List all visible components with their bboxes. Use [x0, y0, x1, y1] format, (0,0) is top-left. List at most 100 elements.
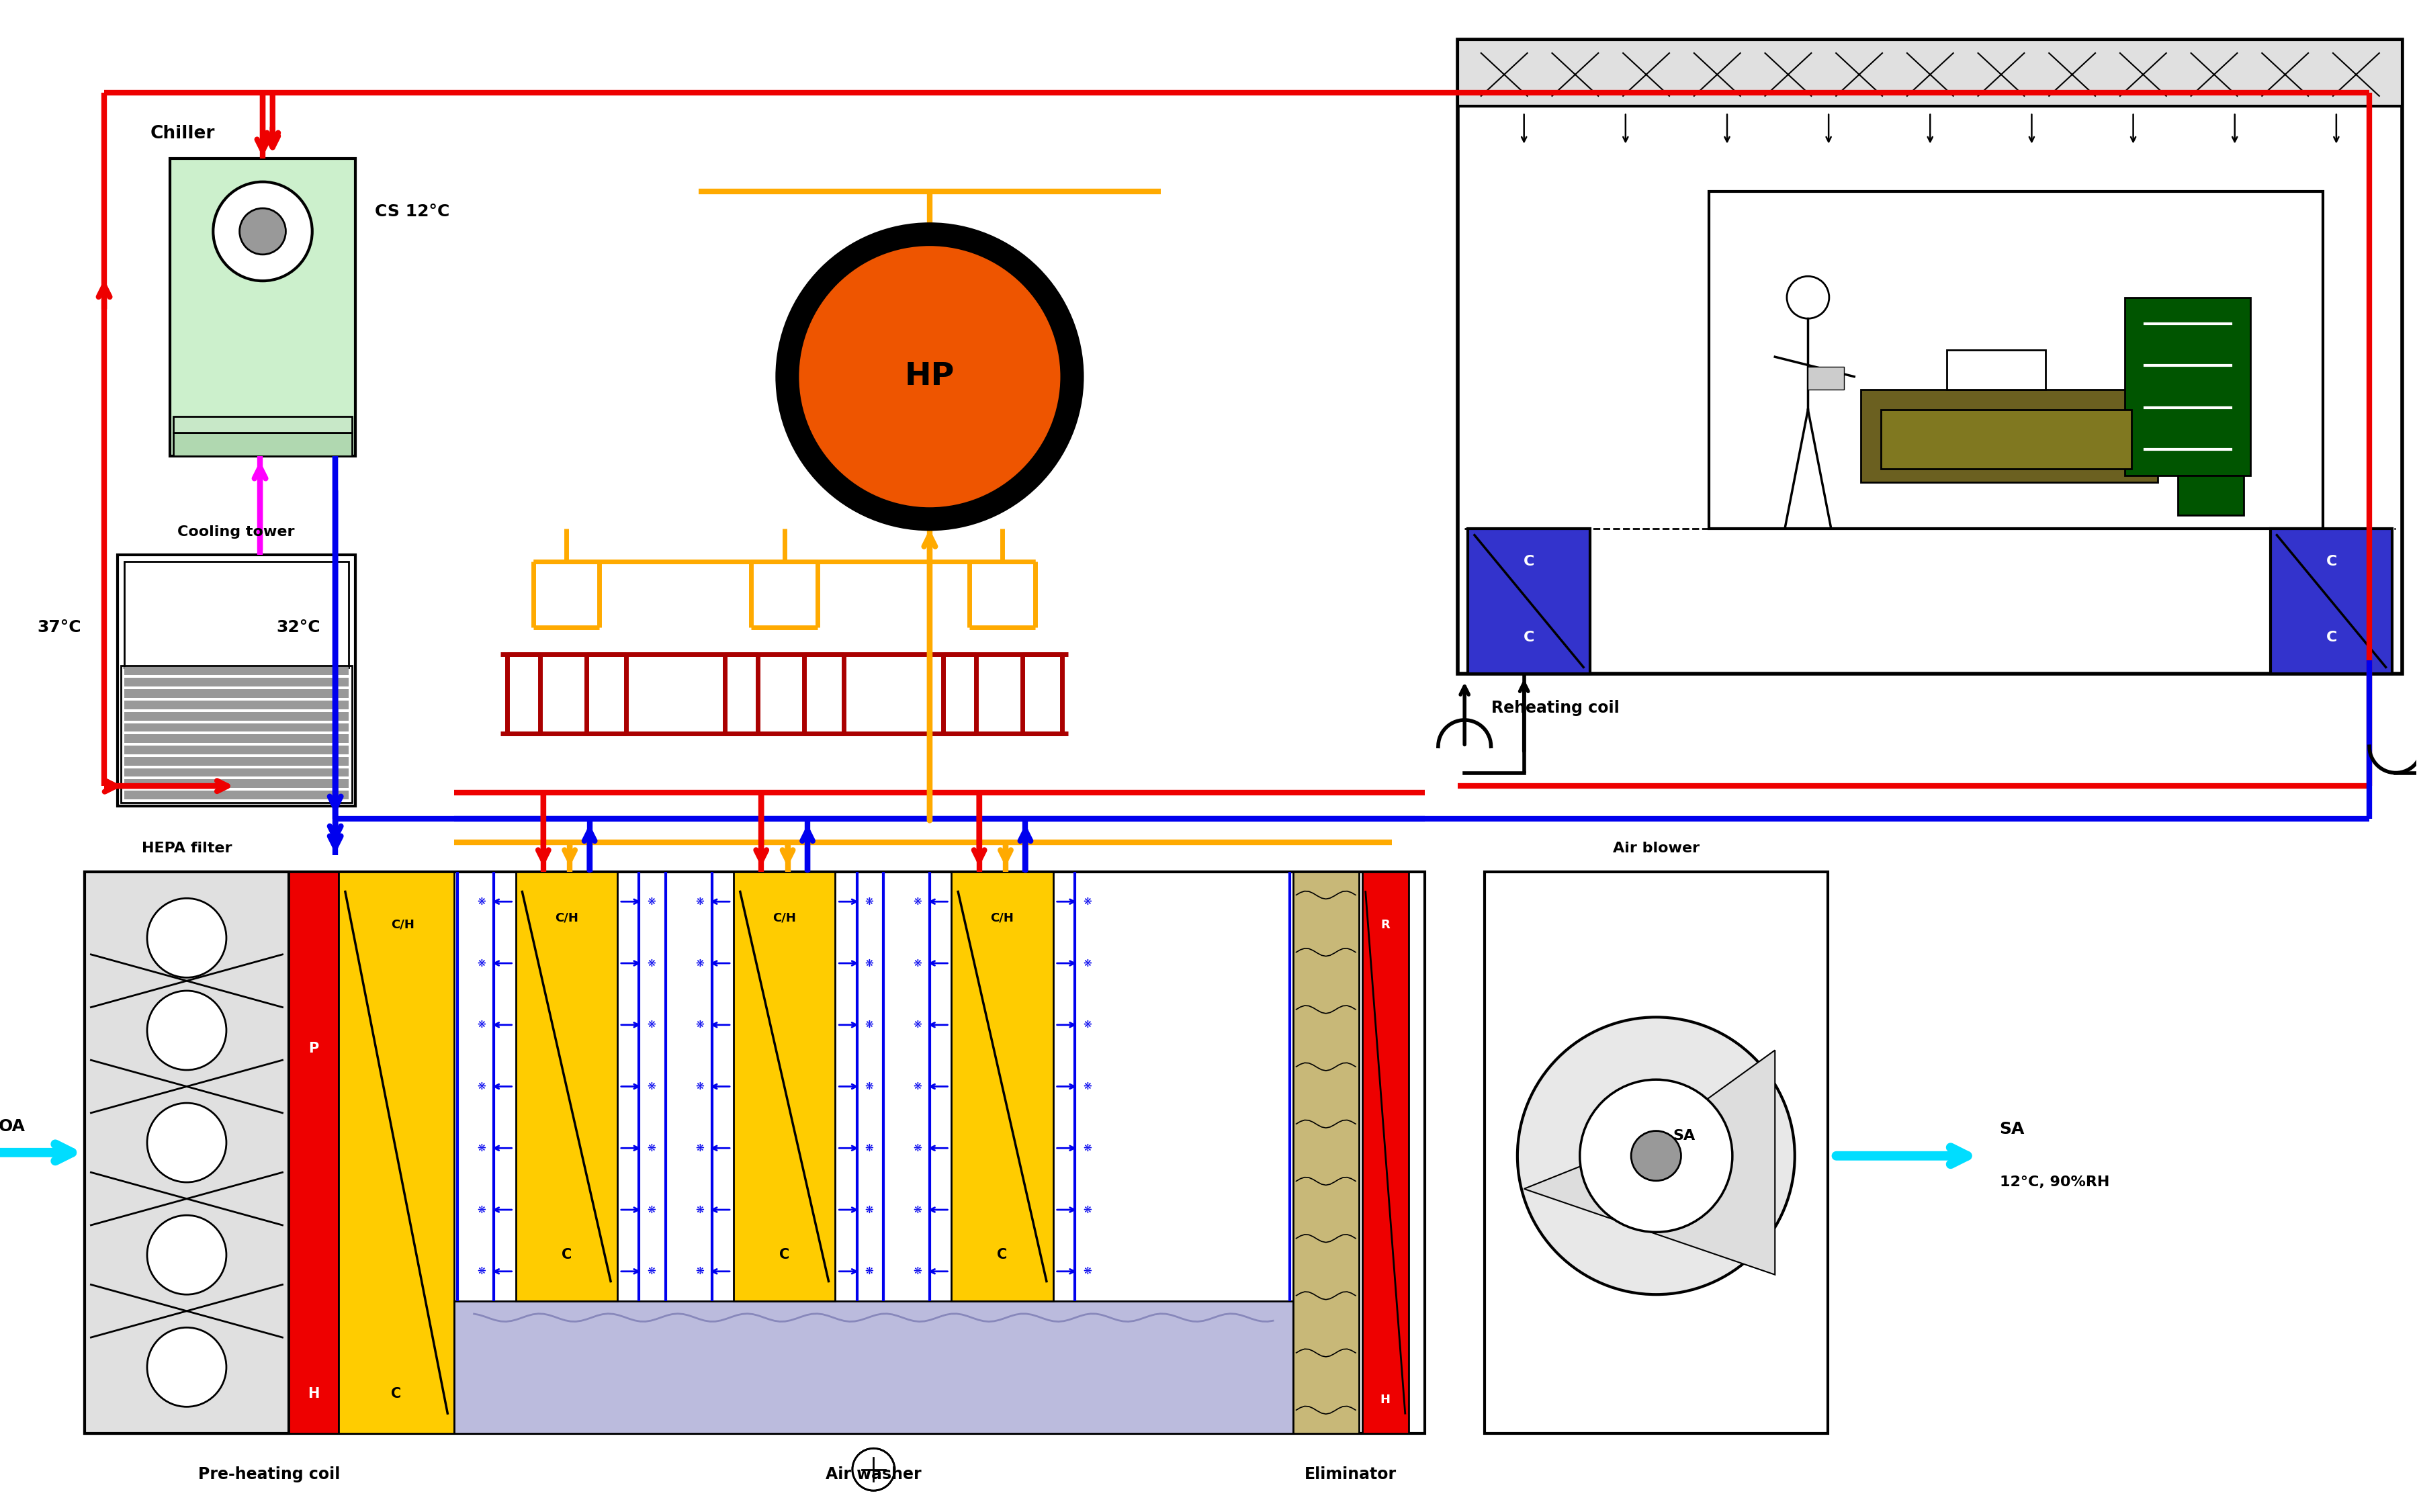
Text: 32°C: 32°C: [276, 620, 322, 635]
Text: ❋: ❋: [912, 897, 922, 907]
Text: Air washer: Air washer: [825, 1467, 922, 1482]
Text: C: C: [1524, 555, 1534, 569]
Bar: [1362, 872, 1408, 1433]
Text: ❋: ❋: [646, 1081, 656, 1092]
Bar: [85, 872, 1425, 1433]
Bar: [123, 667, 348, 676]
Text: OA: OA: [0, 1117, 24, 1134]
Text: C: C: [1524, 631, 1534, 644]
Text: ❋: ❋: [694, 1205, 704, 1214]
Text: ❋: ❋: [866, 959, 873, 968]
Circle shape: [779, 225, 1081, 529]
Text: C: C: [2327, 631, 2337, 644]
Bar: [1947, 351, 2046, 390]
Text: R: R: [1381, 919, 1391, 931]
Bar: [123, 712, 348, 720]
Circle shape: [148, 1104, 227, 1182]
Text: Eliminator: Eliminator: [1304, 1467, 1396, 1482]
Bar: [123, 768, 348, 777]
Polygon shape: [1524, 1051, 1776, 1275]
Text: ❋: ❋: [477, 897, 486, 907]
Bar: [733, 872, 835, 1302]
Bar: [951, 872, 1052, 1302]
Text: ❋: ❋: [912, 1081, 922, 1092]
Bar: [1807, 367, 1843, 390]
Bar: [2271, 529, 2392, 674]
Text: C/H: C/H: [772, 912, 796, 924]
Text: C: C: [997, 1249, 1006, 1261]
Bar: [290, 872, 339, 1433]
Circle shape: [1788, 277, 1829, 319]
Text: ❋: ❋: [477, 959, 486, 968]
Circle shape: [148, 1216, 227, 1294]
Text: Pre-heating coil: Pre-heating coil: [198, 1467, 341, 1482]
Bar: [455, 1302, 1292, 1433]
Circle shape: [239, 209, 285, 254]
Circle shape: [148, 1328, 227, 1406]
Text: ❋: ❋: [477, 1081, 486, 1092]
Circle shape: [148, 990, 227, 1070]
Text: ❋: ❋: [912, 1143, 922, 1154]
Bar: [123, 735, 348, 742]
Bar: [169, 159, 356, 457]
Text: ❋: ❋: [912, 1019, 922, 1030]
Text: ❋: ❋: [477, 1143, 486, 1154]
Bar: [119, 555, 356, 806]
Bar: [1708, 192, 2322, 529]
Circle shape: [148, 898, 227, 978]
Text: Air blower: Air blower: [1613, 842, 1701, 856]
Text: C: C: [392, 1387, 402, 1400]
Text: ❋: ❋: [1084, 897, 1091, 907]
Text: ❋: ❋: [477, 1267, 486, 1276]
Text: ❋: ❋: [912, 1267, 922, 1276]
Text: ❋: ❋: [646, 1205, 656, 1214]
Bar: [174, 432, 351, 457]
Bar: [339, 872, 455, 1433]
Text: P: P: [310, 1042, 319, 1055]
Text: ❋: ❋: [646, 897, 656, 907]
Text: ❋: ❋: [1084, 959, 1091, 968]
Text: C/H: C/H: [392, 919, 414, 931]
Bar: [1880, 410, 2131, 469]
Bar: [2124, 298, 2250, 476]
Text: HP: HP: [905, 361, 956, 392]
Text: ❋: ❋: [1084, 1081, 1091, 1092]
Text: ❋: ❋: [646, 1143, 656, 1154]
Bar: [174, 416, 351, 432]
Bar: [1459, 39, 2402, 674]
Text: ❋: ❋: [1084, 1267, 1091, 1276]
Text: CS 12°C: CS 12°C: [375, 204, 450, 219]
Text: SA: SA: [2001, 1122, 2025, 1137]
Circle shape: [851, 1448, 895, 1491]
Bar: [123, 561, 348, 668]
Bar: [85, 872, 290, 1433]
Text: Cooling tower: Cooling tower: [177, 525, 295, 538]
Bar: [123, 677, 348, 686]
Bar: [1459, 39, 2402, 106]
Bar: [1860, 390, 2158, 482]
Text: 12°C, 90%RH: 12°C, 90%RH: [2001, 1175, 2109, 1188]
Text: C: C: [561, 1249, 571, 1261]
Text: ❋: ❋: [694, 897, 704, 907]
Bar: [1468, 529, 1589, 674]
Text: C: C: [2327, 555, 2337, 569]
Text: ❋: ❋: [866, 1019, 873, 1030]
Text: ❋: ❋: [866, 897, 873, 907]
Text: C/H: C/H: [992, 912, 1014, 924]
Bar: [123, 745, 348, 754]
Text: ❋: ❋: [866, 1267, 873, 1276]
Bar: [123, 689, 348, 699]
Text: C: C: [779, 1249, 789, 1261]
Circle shape: [1630, 1131, 1681, 1181]
Text: ❋: ❋: [866, 1205, 873, 1214]
Text: ❋: ❋: [694, 1081, 704, 1092]
Text: ❋: ❋: [477, 1205, 486, 1214]
Bar: [1485, 872, 1829, 1433]
Text: Reheating coil: Reheating coil: [1490, 700, 1618, 717]
Text: ❋: ❋: [866, 1143, 873, 1154]
Text: HEPA filter: HEPA filter: [143, 842, 232, 856]
Bar: [2177, 476, 2245, 516]
Text: SA: SA: [1672, 1129, 1696, 1143]
Bar: [1292, 872, 1359, 1433]
Text: ❋: ❋: [912, 1205, 922, 1214]
